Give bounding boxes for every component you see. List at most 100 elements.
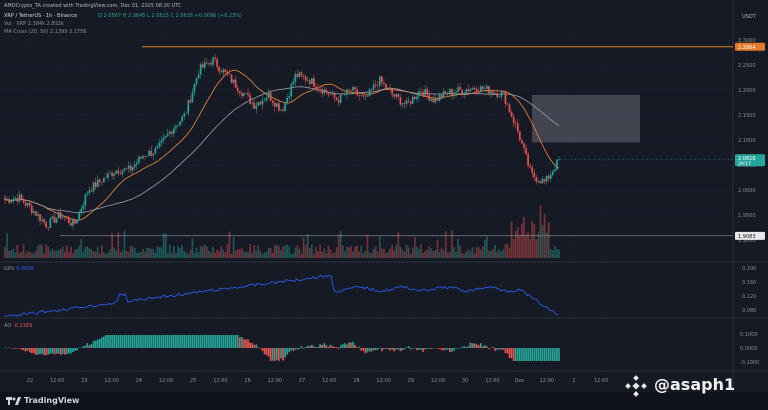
candle-body[interactable]: [407, 100, 410, 102]
candle-body[interactable]: [214, 57, 216, 59]
candle-body[interactable]: [107, 173, 109, 179]
candle-body[interactable]: [197, 74, 200, 79]
candle-body[interactable]: [440, 95, 443, 98]
candle-body[interactable]: [51, 216, 54, 219]
candle-body[interactable]: [531, 167, 534, 173]
candle-body[interactable]: [109, 172, 111, 174]
candle-body[interactable]: [41, 219, 43, 221]
candle-body[interactable]: [317, 88, 319, 90]
candle-body[interactable]: [346, 89, 348, 95]
candle-body[interactable]: [391, 89, 393, 95]
candle-body[interactable]: [411, 96, 414, 104]
candle-body[interactable]: [449, 89, 451, 94]
candle-body[interactable]: [473, 88, 476, 90]
candle-body[interactable]: [376, 85, 379, 86]
candle-body[interactable]: [492, 91, 494, 94]
candle-body[interactable]: [33, 211, 35, 213]
volume-legend[interactable]: Vol · XRP 2.384k 2.832k: [4, 21, 64, 27]
candle-body[interactable]: [302, 75, 305, 77]
candle-body[interactable]: [253, 102, 256, 109]
candle-body[interactable]: [323, 89, 326, 94]
candle-body[interactable]: [43, 219, 45, 223]
candle-body[interactable]: [30, 205, 33, 213]
candle-body[interactable]: [327, 92, 330, 95]
candle-body[interactable]: [212, 57, 214, 65]
candle-body[interactable]: [150, 150, 153, 156]
candle-body[interactable]: [144, 156, 146, 157]
candle-body[interactable]: [549, 174, 552, 179]
candle-body[interactable]: [457, 87, 459, 92]
candle-body[interactable]: [49, 218, 52, 228]
candle-body[interactable]: [278, 103, 280, 111]
candle-body[interactable]: [224, 69, 227, 72]
candle-body[interactable]: [22, 199, 25, 203]
candle-body[interactable]: [127, 165, 130, 169]
candle-body[interactable]: [183, 113, 186, 117]
candle-body[interactable]: [28, 202, 31, 206]
candle-body[interactable]: [329, 94, 332, 96]
candle-body[interactable]: [105, 177, 107, 179]
candle-body[interactable]: [187, 100, 190, 114]
candle-body[interactable]: [210, 63, 212, 65]
candle-body[interactable]: [424, 89, 426, 97]
candle-body[interactable]: [80, 208, 83, 213]
candle-body[interactable]: [245, 92, 247, 94]
candle-body[interactable]: [189, 100, 192, 103]
candle-body[interactable]: [24, 202, 27, 206]
candle-body[interactable]: [475, 89, 478, 92]
candle-body[interactable]: [339, 94, 342, 103]
candle-body[interactable]: [432, 98, 435, 103]
candle-body[interactable]: [352, 87, 354, 91]
candle-body[interactable]: [255, 105, 258, 109]
candle-body[interactable]: [65, 217, 68, 219]
candle-body[interactable]: [111, 172, 113, 176]
candle-body[interactable]: [35, 211, 37, 216]
ao-legend[interactable]: AO -0.1183: [4, 323, 32, 329]
candle-body[interactable]: [115, 170, 118, 174]
candle-body[interactable]: [8, 199, 10, 203]
candle-body[interactable]: [47, 227, 50, 229]
candle-body[interactable]: [138, 156, 140, 163]
candle-body[interactable]: [469, 89, 472, 92]
candle-body[interactable]: [523, 143, 525, 148]
candle-body[interactable]: [554, 169, 556, 172]
candle-body[interactable]: [171, 131, 173, 134]
candle-body[interactable]: [74, 219, 76, 224]
candle-body[interactable]: [57, 212, 60, 219]
candle-body[interactable]: [360, 95, 363, 97]
candle-body[interactable]: [96, 179, 99, 187]
candle-body[interactable]: [358, 95, 361, 96]
candle-body[interactable]: [63, 217, 66, 218]
candle-body[interactable]: [451, 89, 453, 95]
candle-body[interactable]: [129, 165, 132, 171]
candle-body[interactable]: [556, 159, 558, 170]
candle-body[interactable]: [397, 94, 400, 98]
candle-body[interactable]: [282, 109, 284, 111]
candle-body[interactable]: [535, 177, 538, 182]
candle-body[interactable]: [142, 156, 144, 159]
candle-body[interactable]: [319, 88, 321, 90]
candle-body[interactable]: [123, 168, 126, 171]
candle-body[interactable]: [484, 88, 486, 90]
candle-body[interactable]: [453, 92, 455, 95]
candle-body[interactable]: [527, 153, 529, 166]
candle-body[interactable]: [333, 92, 336, 98]
candle-body[interactable]: [218, 66, 221, 72]
candle-body[interactable]: [477, 91, 480, 93]
candle-body[interactable]: [294, 74, 297, 82]
candle-body[interactable]: [537, 181, 540, 183]
symbol-title[interactable]: XRP / TetherUS · 1h · Binance: [4, 13, 78, 19]
candle-body[interactable]: [401, 103, 404, 105]
candle-body[interactable]: [16, 198, 19, 202]
candle-body[interactable]: [191, 92, 194, 103]
candle-body[interactable]: [103, 177, 105, 183]
candle-body[interactable]: [395, 94, 398, 97]
candle-body[interactable]: [508, 104, 511, 113]
candle-body[interactable]: [241, 93, 243, 96]
candle-body[interactable]: [311, 78, 313, 84]
candle-body[interactable]: [86, 193, 89, 195]
candle-body[interactable]: [370, 89, 373, 90]
candle-body[interactable]: [257, 102, 260, 106]
candle-body[interactable]: [259, 102, 262, 105]
candle-body[interactable]: [374, 84, 377, 86]
